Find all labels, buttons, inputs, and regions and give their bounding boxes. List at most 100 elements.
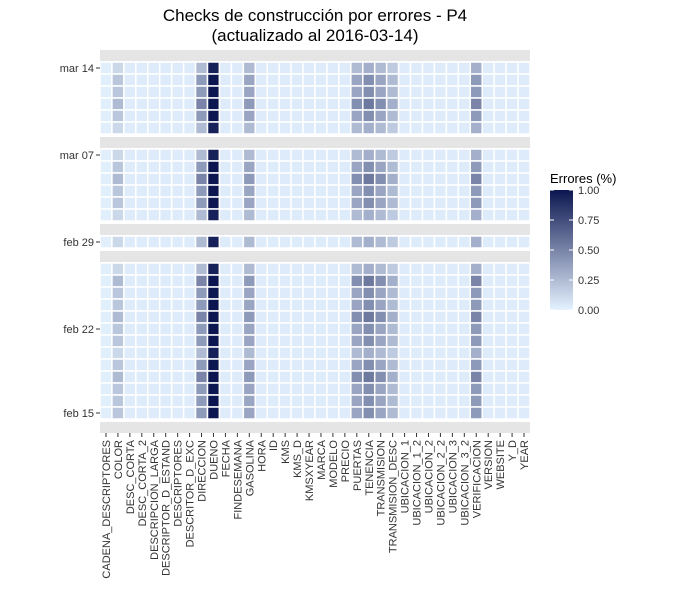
- tile: [242, 370, 257, 384]
- tile: [481, 334, 495, 348]
- tile: [505, 97, 519, 111]
- tile: [170, 262, 185, 276]
- tile: [469, 286, 483, 300]
- tile: [493, 121, 507, 135]
- tile: [409, 286, 424, 300]
- tile: [445, 160, 460, 174]
- tile: [481, 286, 495, 300]
- tile: [314, 85, 328, 99]
- tile: [290, 97, 304, 111]
- x-tick-label: GASOLINA: [244, 439, 256, 496]
- tile: [445, 235, 460, 249]
- tile: [433, 358, 448, 372]
- tile: [445, 172, 460, 186]
- tile: [326, 286, 340, 300]
- x-tick-label: PRECIO: [340, 440, 352, 483]
- x-tick-label: DESC_CORTA: [125, 439, 137, 514]
- tile: [99, 148, 113, 162]
- tile: [158, 322, 173, 336]
- tile: [99, 310, 113, 324]
- tile: [254, 286, 268, 300]
- tile: [242, 184, 257, 198]
- tile: [290, 208, 304, 222]
- tile: [326, 121, 340, 135]
- tile: [397, 406, 412, 420]
- tile: [385, 262, 400, 276]
- tile: [362, 262, 376, 276]
- tile: [362, 274, 376, 288]
- tile: [302, 358, 316, 372]
- tile: [397, 172, 412, 186]
- tile: [290, 286, 304, 300]
- chart-title: Checks de construcción por errores - P4: [163, 6, 467, 25]
- tile: [266, 286, 280, 300]
- tile: [218, 184, 233, 198]
- tile: [111, 235, 125, 249]
- tile: [111, 196, 125, 210]
- tile: [99, 196, 113, 210]
- tile: [194, 346, 209, 360]
- tile: [266, 358, 280, 372]
- tile: [254, 235, 268, 249]
- tile: [111, 208, 125, 222]
- tile: [457, 370, 472, 384]
- tile: [194, 382, 209, 396]
- tile: [158, 172, 173, 186]
- tile: [505, 346, 519, 360]
- tile: [266, 184, 280, 198]
- tile: [409, 382, 424, 396]
- facet-strip: [100, 251, 530, 262]
- tile: [266, 274, 280, 288]
- tile: [218, 346, 233, 360]
- tile: [158, 370, 173, 384]
- tile: [278, 160, 292, 174]
- tile: [338, 73, 352, 87]
- tile: [469, 382, 483, 396]
- tile: [135, 121, 149, 135]
- tile: [362, 208, 376, 222]
- tile: [147, 184, 161, 198]
- tile: [505, 172, 519, 186]
- tile: [266, 208, 280, 222]
- tile: [170, 274, 185, 288]
- tile: [481, 208, 495, 222]
- tile: [170, 160, 185, 174]
- tile: [206, 196, 221, 210]
- tile: [158, 148, 173, 162]
- tile: [397, 235, 412, 249]
- tile: [421, 73, 436, 87]
- tile: [111, 298, 125, 312]
- tile: [290, 370, 304, 384]
- tile: [493, 310, 507, 324]
- tile: [254, 61, 268, 75]
- tile: [194, 160, 209, 174]
- tile: [373, 160, 388, 174]
- tile: [445, 334, 460, 348]
- tile: [218, 121, 233, 135]
- tile: [338, 382, 352, 396]
- tile: [397, 358, 412, 372]
- tile: [254, 121, 268, 135]
- tile: [421, 208, 436, 222]
- tile: [338, 346, 352, 360]
- tile: [135, 97, 149, 111]
- tile: [433, 97, 448, 111]
- tile: [326, 370, 340, 384]
- tile: [111, 109, 125, 123]
- tile: [278, 334, 292, 348]
- tile: [123, 208, 137, 222]
- tile: [457, 406, 472, 420]
- tile: [373, 298, 388, 312]
- tile: [517, 148, 531, 162]
- tile: [278, 286, 292, 300]
- tile: [350, 85, 364, 99]
- tile: [278, 262, 292, 276]
- tile: [338, 298, 352, 312]
- tile: [397, 286, 412, 300]
- tile: [242, 97, 257, 111]
- tile: [194, 358, 209, 372]
- tile: [445, 97, 460, 111]
- tile: [147, 382, 161, 396]
- tile: [278, 61, 292, 75]
- tile: [218, 262, 233, 276]
